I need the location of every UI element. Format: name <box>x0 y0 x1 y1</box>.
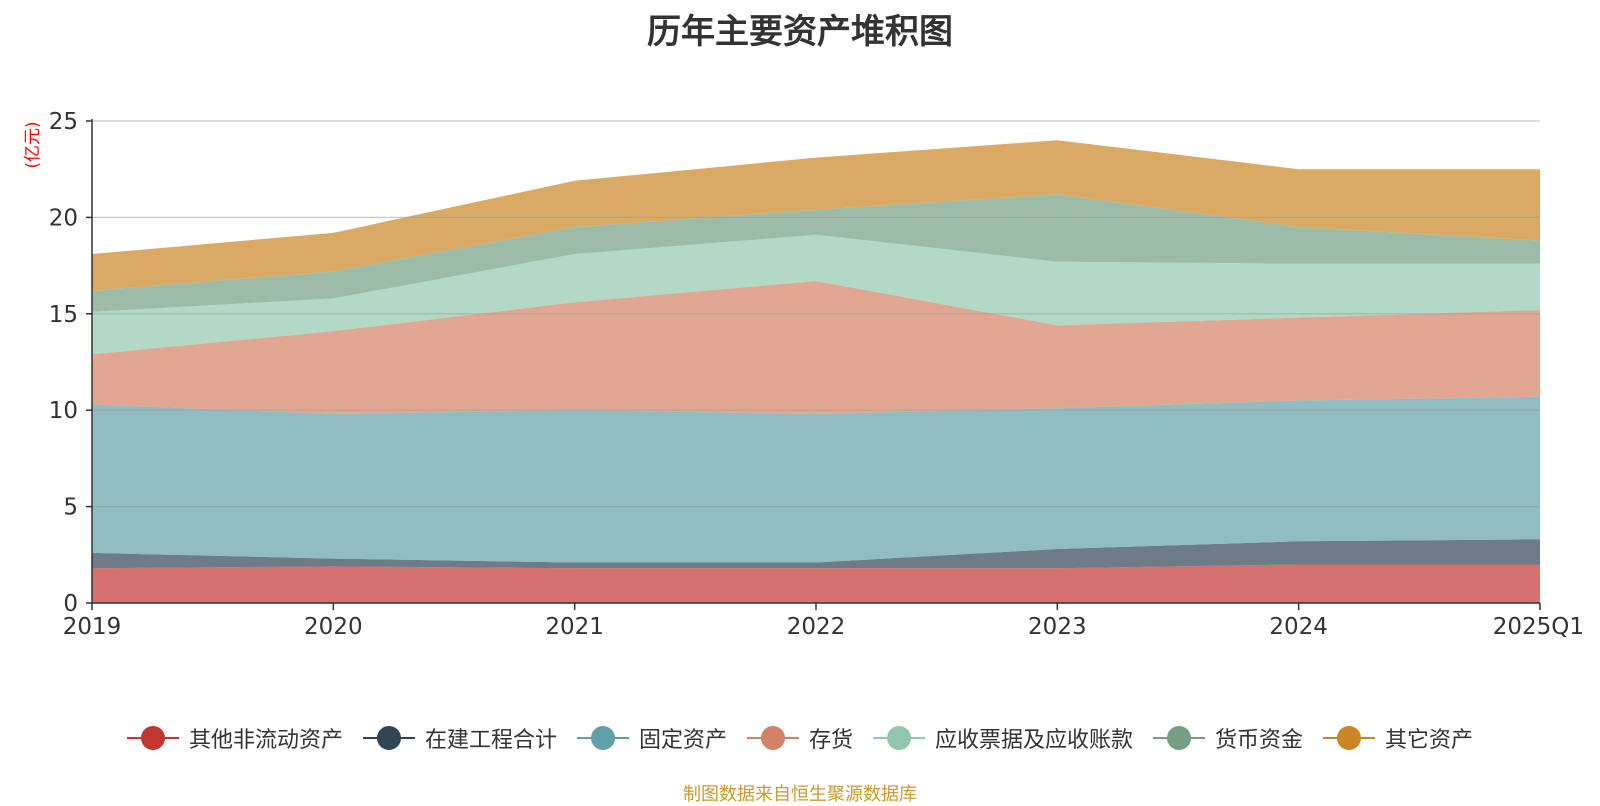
area-series-3 <box>92 281 1540 415</box>
x-tick-label: 2024 <box>1269 614 1328 640</box>
legend-label: 货币资金 <box>1215 728 1304 753</box>
legend-marker <box>873 725 925 751</box>
legend-marker <box>126 725 179 751</box>
y-tick-label: 25 <box>49 109 78 135</box>
y-tick-label: 10 <box>49 398 78 424</box>
legend-item-6[interactable]: 其它资产 <box>1323 722 1473 754</box>
legend-marker <box>746 725 799 751</box>
area-series-5 <box>92 194 1540 312</box>
chart-title: 历年主要资产堆积图 <box>647 12 953 52</box>
x-tick-label: 2021 <box>545 614 604 640</box>
legend-label: 在建工程合计 <box>424 728 557 753</box>
legend-label: 应收票据及应收账款 <box>935 728 1134 753</box>
area-series-0 <box>92 564 1540 603</box>
legend: 其他非流动资产 在建工程合计 固定资产 存货 应收票据及应收账款 货币资金 其它资产 <box>0 718 1600 758</box>
area-series-1 <box>92 539 1540 569</box>
area-series-6 <box>92 140 1540 291</box>
x-tick-label: 2023 <box>1028 614 1087 640</box>
legend-marker <box>1323 725 1376 751</box>
x-tick-label: 2025Q1 <box>1493 614 1584 640</box>
legend-label: 固定资产 <box>638 728 727 753</box>
axis-layer: 0 5 10 15 20 25 2019 2020 2021 2022 2023 2024 2025Q1 <box>49 109 1584 640</box>
legend-label: 其他非流动资产 <box>188 728 343 753</box>
grid-layer <box>92 120 1540 508</box>
area-series-2 <box>92 396 1540 563</box>
y-axis-label: (亿元) <box>23 121 43 168</box>
legend-marker <box>1153 725 1206 751</box>
legend-marker <box>362 725 415 751</box>
legend-item-3[interactable]: 存货 <box>746 722 853 754</box>
x-tick-label: 2022 <box>787 614 846 640</box>
legend-item-5[interactable]: 货币资金 <box>1153 722 1303 754</box>
source-note: 制图数据来自恒生聚源数据库 <box>683 784 917 805</box>
legend-item-1[interactable]: 在建工程合计 <box>362 722 557 754</box>
legend-item-0[interactable]: 其他非流动资产 <box>126 722 343 754</box>
legend-label: 其它资产 <box>1385 728 1474 753</box>
areas-layer <box>92 140 1540 603</box>
legend-label: 存货 <box>808 728 853 753</box>
y-tick-label: 15 <box>49 302 78 328</box>
x-tick-label: 2019 <box>63 614 122 640</box>
legend-item-4[interactable]: 应收票据及应收账款 <box>873 722 1133 754</box>
area-series-4 <box>92 234 1540 355</box>
legend-item-2[interactable]: 固定资产 <box>576 722 727 754</box>
y-tick-label: 20 <box>49 205 78 231</box>
y-tick-label: 0 <box>63 591 78 617</box>
x-tick-label: 2020 <box>304 614 363 640</box>
legend-marker <box>576 725 629 751</box>
y-tick-label: 5 <box>63 495 78 521</box>
